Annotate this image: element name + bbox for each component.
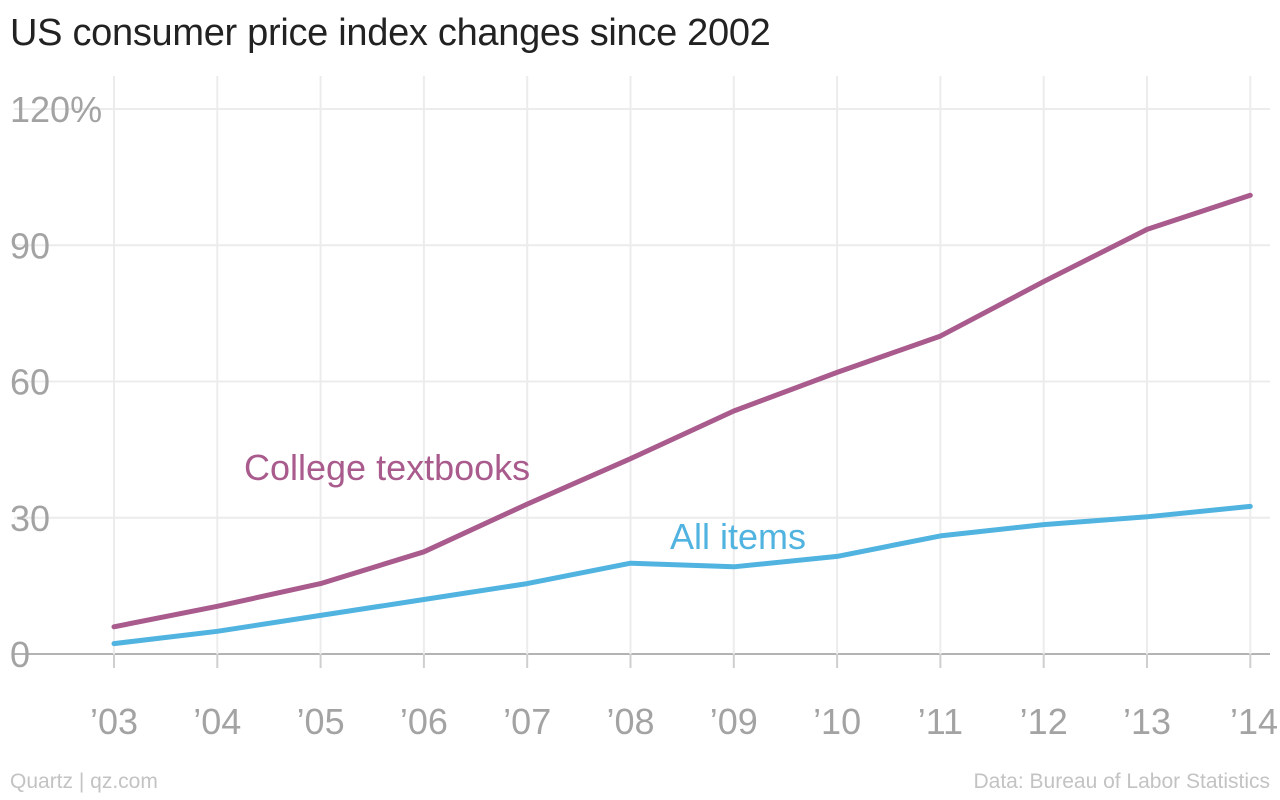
x-tick-label: ’10 bbox=[813, 701, 861, 742]
footer-credit: Quartz | qz.com bbox=[10, 770, 158, 793]
x-tick-label: ’09 bbox=[710, 701, 758, 742]
x-tick-label: ’06 bbox=[400, 701, 448, 742]
x-tick-label: ’04 bbox=[193, 701, 241, 742]
y-tick-label: 90 bbox=[10, 225, 50, 266]
x-tick-label: ’03 bbox=[90, 701, 138, 742]
gridlines bbox=[14, 76, 1270, 668]
series-line-all-items bbox=[111, 503, 1253, 647]
y-tick-label: 60 bbox=[10, 362, 50, 403]
series-lines bbox=[111, 192, 1253, 647]
series-label-college-textbooks: College textbooks bbox=[244, 447, 530, 488]
y-tick-label: 30 bbox=[10, 498, 50, 539]
x-axis: ’03 ’04 ’05 ’06 ’07 ’08 ’09 ’10 ’11 ’12 ’13 ’14 bbox=[90, 701, 1278, 742]
series-label-all-items: All items bbox=[670, 516, 806, 557]
x-tick-label: ’05 bbox=[297, 701, 345, 742]
chart-title: US consumer price index changes since 20… bbox=[10, 12, 771, 54]
y-axis: 0 30 60 90 120% bbox=[10, 89, 102, 675]
x-tick-label: ’13 bbox=[1123, 701, 1171, 742]
y-tick-label: 0 bbox=[10, 634, 30, 675]
x-tick-label: ’08 bbox=[606, 701, 654, 742]
x-tick-label: ’07 bbox=[503, 701, 551, 742]
x-tick-label: ’14 bbox=[1230, 701, 1278, 742]
series-line-college-textbooks bbox=[111, 192, 1253, 630]
series-labels: College textbooks All items bbox=[244, 447, 806, 557]
y-tick-label: 120% bbox=[10, 89, 102, 130]
x-tick-label: ’12 bbox=[1020, 701, 1068, 742]
x-tick-label: ’11 bbox=[918, 701, 963, 742]
footer-source: Data: Bureau of Labor Statistics bbox=[973, 770, 1271, 793]
